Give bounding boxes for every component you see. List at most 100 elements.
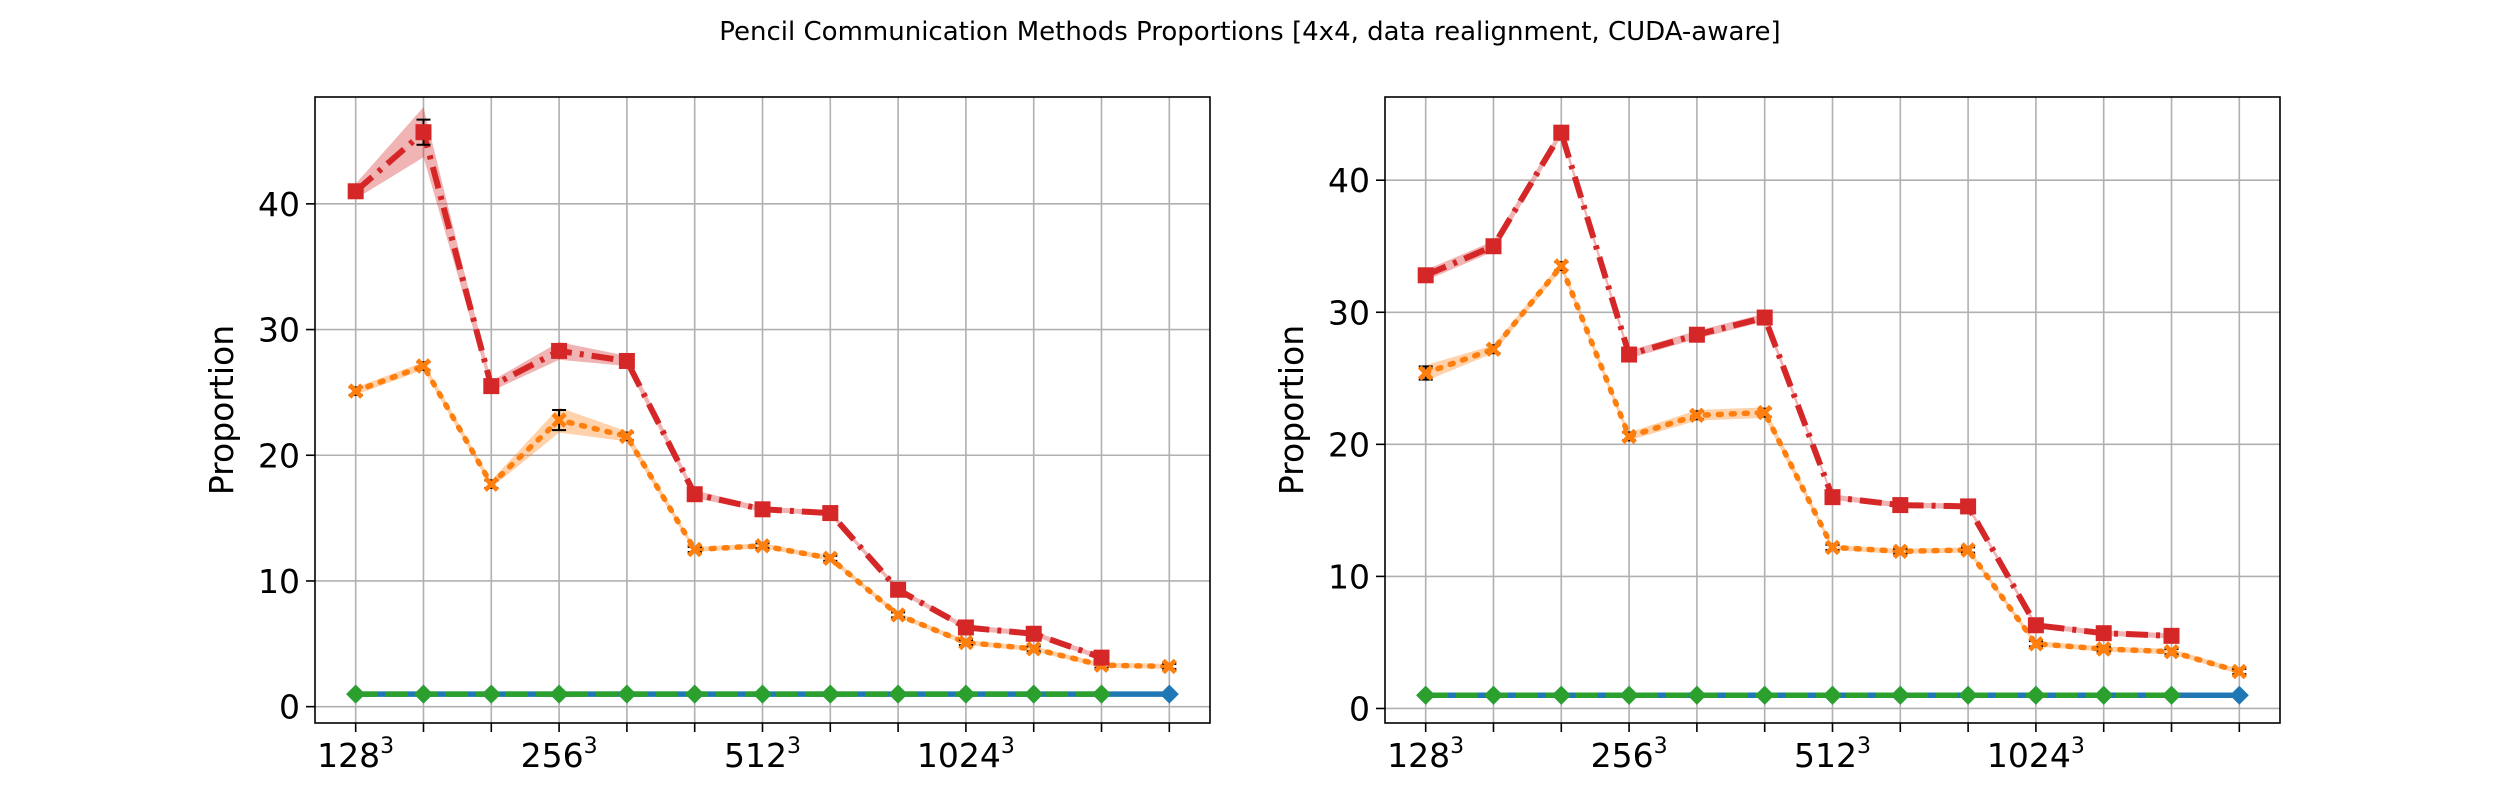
series-1-point [1025, 625, 1042, 642]
series-1-point [415, 124, 432, 141]
y-tick-label: 20 [1328, 425, 1370, 464]
series-2-point [2231, 663, 2248, 680]
series-1-point [890, 581, 907, 598]
series-2-point [1756, 404, 1773, 421]
x-tick-label: 1283 [317, 734, 394, 775]
series-1-band [355, 107, 1102, 661]
series-4-point [1551, 685, 1571, 705]
series-2-point [1621, 428, 1637, 445]
series-2-point [483, 476, 500, 492]
plot-content [1416, 124, 2249, 705]
series-2-point [754, 538, 771, 554]
series-2-point [890, 607, 906, 623]
x-tick-label: 2563 [521, 734, 598, 775]
series-4-point [753, 684, 772, 704]
series-1-point [2027, 617, 2044, 634]
plot-content [346, 107, 1179, 704]
series-4-point [1687, 685, 1707, 705]
series-2-point [619, 428, 635, 445]
series-2-point [1485, 341, 1502, 357]
series-4-point [685, 684, 705, 704]
series-4-point [956, 684, 976, 704]
series-4-point [2094, 685, 2114, 705]
series-4-point [481, 684, 501, 704]
series-1-point [822, 505, 839, 522]
y-tick-label: 0 [279, 688, 300, 727]
series-1-point [2163, 627, 2180, 644]
series-2-point [958, 634, 974, 651]
series-1-line [353, 129, 1103, 661]
series-4-point [346, 684, 366, 704]
series-4-point [1958, 685, 1978, 705]
series-2-point [1417, 365, 1434, 381]
series-2-point [686, 541, 703, 558]
x-tick-label: 10243 [1987, 734, 2085, 775]
y-tick-label: 40 [258, 185, 300, 224]
series-4-point [1823, 685, 1842, 705]
series-4-point [549, 684, 569, 704]
x-tick-label: 10243 [917, 734, 1015, 775]
x-tick-label: 1283 [1387, 734, 1464, 775]
y-axis-label: Proportion [1272, 325, 1311, 495]
series-1-point [754, 501, 771, 518]
series-2-point [415, 358, 432, 374]
series-1-point [1553, 124, 1570, 141]
series-1-point [618, 352, 635, 369]
series-4-point [888, 684, 908, 704]
series-2-point [1892, 543, 1909, 560]
y-tick-label: 40 [1328, 161, 1370, 200]
series-1-point [1417, 267, 1434, 284]
series-1-point [1756, 309, 1773, 326]
chart-panel-2: 0 10 20 30 40 1283 2563 5123 10243 Proportion [1272, 96, 2281, 775]
y-tick-label: 10 [1328, 557, 1370, 596]
series-2-point [822, 550, 839, 567]
series-2-point [551, 412, 567, 428]
series-4-point [1619, 685, 1639, 705]
series-1-point [1621, 346, 1638, 363]
series-4-point [617, 684, 637, 704]
series-2-point [2163, 643, 2180, 660]
series-1-point [1688, 326, 1705, 343]
y-tick-label: 20 [258, 436, 300, 475]
series-4-point [1024, 684, 1044, 704]
series-4-point [820, 684, 840, 704]
y-tick-label: 30 [258, 311, 300, 350]
y-tick-label: 10 [258, 562, 300, 601]
series-1-point [1824, 489, 1841, 506]
series-4-point [1416, 685, 1436, 705]
series-4-point [1755, 685, 1775, 705]
series-4-point [1483, 685, 1503, 705]
series-2-point [1824, 539, 1841, 556]
x-tick-label: 5123 [1794, 734, 1871, 775]
plot-frame [314, 96, 1211, 724]
series-2-point [1025, 641, 1042, 657]
y-axis-label: Proportion [202, 325, 241, 495]
chart-panel-1: 0 10 20 30 40 1283 2563 5123 10243 Proportion [202, 96, 1211, 775]
series-2-point [1689, 407, 1705, 424]
y-tick-label: 30 [1328, 293, 1370, 332]
x-tick-label: 2563 [1591, 734, 1668, 775]
series-1-point [686, 486, 703, 503]
series-4-point [2162, 685, 2182, 705]
series-3-point [1159, 684, 1179, 704]
series-1-line [1424, 129, 2172, 639]
series-1-point [2095, 625, 2112, 642]
series-1-point [1093, 649, 1110, 666]
series-2-point [1960, 542, 1976, 558]
series-2-point [1161, 658, 1178, 675]
series-1-band [1425, 128, 2172, 639]
series-1-point [347, 183, 364, 200]
series-2-point [1553, 258, 1570, 274]
series-2-point [2028, 636, 2044, 652]
series-4-point [1890, 685, 1910, 705]
series-1-point [483, 378, 500, 395]
series-1-point [551, 342, 568, 359]
series-1-point [1960, 498, 1977, 515]
series-4-point [1092, 684, 1112, 704]
series-3-point [2229, 685, 2249, 705]
series-1-point [1892, 497, 1909, 514]
series-2-point [347, 383, 364, 399]
y-tick-label: 0 [1349, 689, 1370, 728]
figure-title: Pencil Communication Methods Proportions… [719, 17, 1780, 47]
